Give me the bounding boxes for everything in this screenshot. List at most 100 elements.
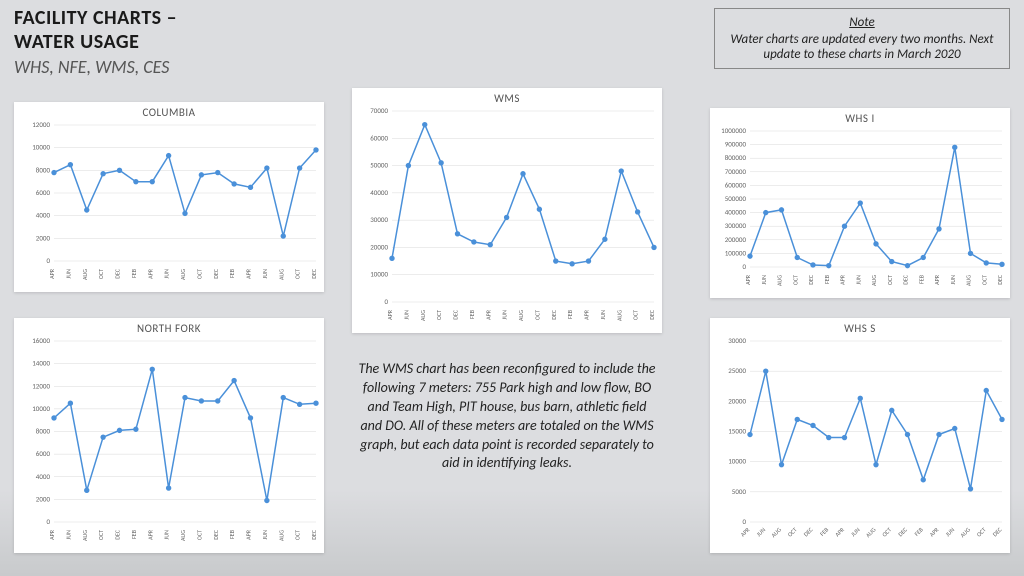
svg-text:DEC: DEC <box>310 268 318 279</box>
svg-text:70000: 70000 <box>370 106 388 115</box>
svg-text:FEB: FEB <box>917 275 925 284</box>
svg-text:12000: 12000 <box>32 120 50 129</box>
svg-text:12000: 12000 <box>32 381 50 390</box>
svg-text:JUN: JUN <box>261 269 269 279</box>
svg-text:OCT: OCT <box>533 310 541 320</box>
svg-text:DEC: DEC <box>902 274 910 285</box>
svg-text:800000: 800000 <box>725 153 747 162</box>
svg-text:0: 0 <box>46 256 50 265</box>
svg-text:20000: 20000 <box>370 242 388 251</box>
chart-title: COLUMBIA <box>14 102 324 119</box>
svg-text:JUN: JUN <box>261 530 269 540</box>
svg-text:OCT: OCT <box>632 310 640 320</box>
chart-title: WMS <box>352 88 662 105</box>
svg-text:JUN: JUN <box>163 530 171 540</box>
svg-text:APR: APR <box>744 274 752 285</box>
svg-text:16000: 16000 <box>32 336 50 345</box>
note-body: Water charts are updated every two month… <box>730 32 993 62</box>
svg-text:AUG: AUG <box>179 530 187 541</box>
svg-text:DEC: DEC <box>114 529 122 540</box>
svg-text:OCT: OCT <box>294 269 302 279</box>
svg-text:900000: 900000 <box>725 140 747 149</box>
svg-text:4000: 4000 <box>36 211 51 220</box>
svg-text:5000: 5000 <box>732 487 747 496</box>
svg-text:30000: 30000 <box>728 336 746 345</box>
svg-text:AUG: AUG <box>81 530 89 541</box>
svg-text:AUG: AUG <box>769 526 783 540</box>
chart-whs-i: WHS I01000002000003000004000005000006000… <box>710 108 1010 298</box>
svg-text:FEB: FEB <box>823 275 831 284</box>
note-box: Note Water charts are updated every two … <box>714 8 1010 69</box>
svg-text:APR: APR <box>146 529 154 540</box>
svg-text:600000: 600000 <box>725 180 747 189</box>
svg-text:10000: 10000 <box>370 270 388 279</box>
svg-text:FEB: FEB <box>566 310 574 319</box>
chart-svg: 010000200003000040000500006000070000APRJ… <box>352 105 662 332</box>
svg-text:50000: 50000 <box>370 161 388 170</box>
svg-text:AUG: AUG <box>870 275 878 286</box>
svg-text:DEC: DEC <box>452 309 460 320</box>
page-title-block: FACILITY CHARTS – WATER USAGE WHS, NFE, … <box>14 6 177 78</box>
chart-wms: WMS010000200003000040000500006000070000A… <box>352 88 662 333</box>
svg-text:AUG: AUG <box>776 275 784 286</box>
svg-text:JUN: JUN <box>501 310 509 320</box>
note-heading: Note <box>725 15 999 30</box>
svg-text:JUN: JUN <box>760 275 768 285</box>
svg-text:APR: APR <box>833 525 846 538</box>
svg-text:100000: 100000 <box>725 248 747 257</box>
svg-text:JUN: JUN <box>64 530 72 540</box>
svg-text:OCT: OCT <box>97 530 105 540</box>
svg-text:FEB: FEB <box>913 526 925 538</box>
svg-text:0: 0 <box>384 297 388 306</box>
svg-text:FEB: FEB <box>228 269 236 278</box>
svg-text:FEB: FEB <box>468 310 476 319</box>
svg-text:6000: 6000 <box>36 188 51 197</box>
svg-text:APR: APR <box>245 529 253 540</box>
svg-text:200000: 200000 <box>725 235 747 244</box>
svg-text:DEC: DEC <box>310 529 318 540</box>
svg-text:2000: 2000 <box>36 233 51 242</box>
svg-text:JUN: JUN <box>854 275 862 285</box>
svg-text:DEC: DEC <box>807 274 815 285</box>
svg-text:DEC: DEC <box>996 274 1004 285</box>
svg-text:14000: 14000 <box>32 359 50 368</box>
svg-text:OCT: OCT <box>975 526 988 539</box>
svg-text:10000: 10000 <box>32 143 50 152</box>
chart-whs-s: WHS S050001000015000200002500030000APRJU… <box>710 318 1010 553</box>
svg-text:APR: APR <box>146 268 154 279</box>
svg-text:AUG: AUG <box>277 269 285 280</box>
svg-text:AUG: AUG <box>864 526 878 540</box>
svg-text:OCT: OCT <box>195 530 203 540</box>
svg-text:2000: 2000 <box>36 494 51 503</box>
svg-text:DEC: DEC <box>212 529 220 540</box>
chart-title: WHS S <box>710 318 1010 335</box>
svg-text:APR: APR <box>386 309 394 320</box>
chart-svg: 0 2000 4000 6000 8000 10000 12000 APR JUN AUG OCT D… <box>14 119 324 291</box>
svg-text:DEC: DEC <box>114 268 122 279</box>
svg-text:AUG: AUG <box>277 530 285 541</box>
svg-text:APR: APR <box>928 525 941 538</box>
svg-text:8000: 8000 <box>36 165 51 174</box>
chart-svg: 0200040006000800010000120001400016000APR… <box>14 335 324 552</box>
svg-text:25000: 25000 <box>728 366 746 375</box>
svg-text:APR: APR <box>933 274 941 285</box>
svg-text:APR: APR <box>583 309 591 320</box>
svg-text:AUG: AUG <box>958 526 972 540</box>
svg-text:4000: 4000 <box>36 472 51 481</box>
svg-text:0: 0 <box>46 517 50 526</box>
svg-text:OCT: OCT <box>980 275 988 285</box>
svg-text:DEC: DEC <box>896 525 909 538</box>
svg-text:700000: 700000 <box>725 167 747 176</box>
svg-text:APR: APR <box>48 529 56 540</box>
svg-text:OCT: OCT <box>195 269 203 279</box>
svg-text:FEB: FEB <box>818 526 830 538</box>
title-line1: FACILITY CHARTS – <box>14 6 177 30</box>
svg-text:DEC: DEC <box>991 525 1004 538</box>
wms-description: The WMS chart has been reconfigured to i… <box>356 360 658 473</box>
svg-text:60000: 60000 <box>370 133 388 142</box>
svg-text:AUG: AUG <box>615 310 623 321</box>
svg-text:OCT: OCT <box>791 275 799 285</box>
svg-text:JUN: JUN <box>163 269 171 279</box>
svg-text:10000: 10000 <box>32 404 50 413</box>
svg-text:JUN: JUN <box>755 526 768 539</box>
